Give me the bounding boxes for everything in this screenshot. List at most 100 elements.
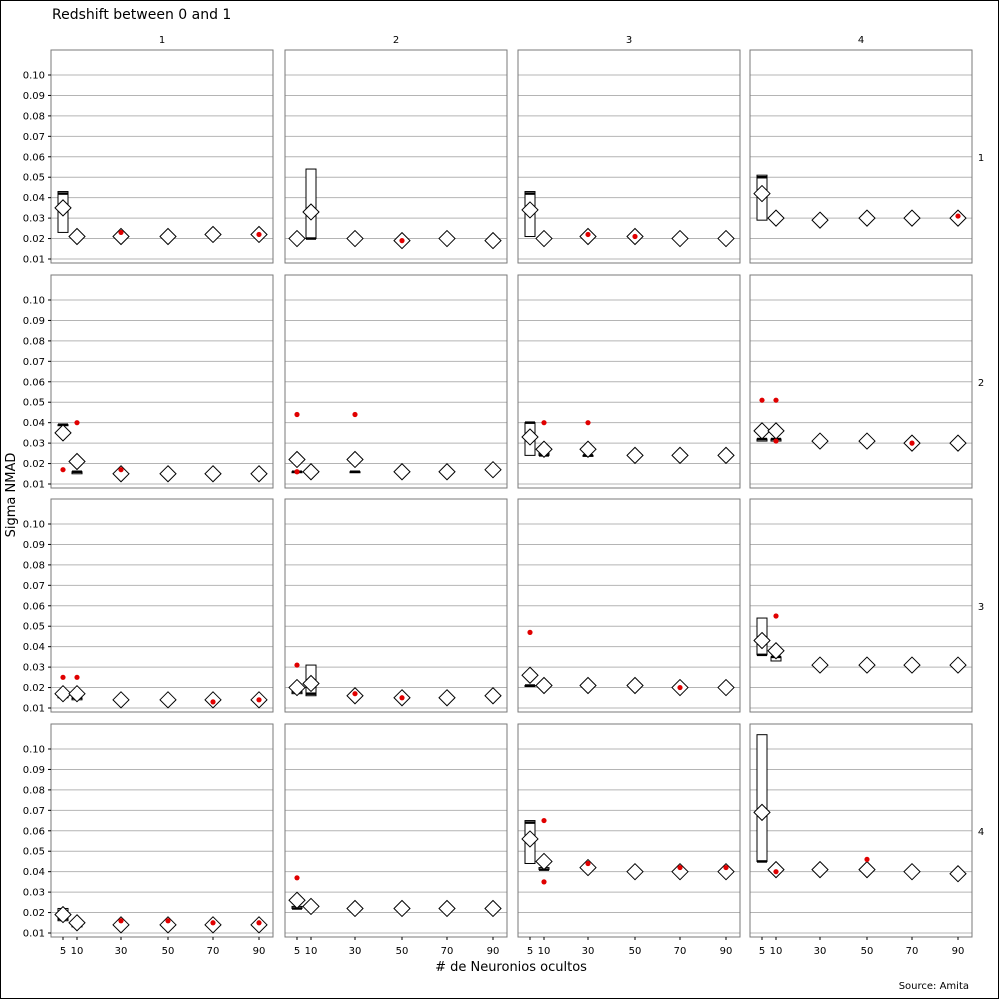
mean-marker [521,830,539,848]
mean-marker [626,446,644,465]
y-tick-label: 0.09 [23,91,45,102]
x-tick-label: 90 [952,946,965,957]
mean-marker [753,631,771,650]
mean-marker [54,199,72,217]
panel-3-2 [284,498,508,713]
mean-marker [903,656,921,674]
outlier-point [773,397,779,403]
y-tick-label: 0.01 [23,704,45,715]
outlier-point [256,920,262,926]
mean-marker [579,676,597,695]
mean-marker [671,229,689,248]
mean-marker [811,432,829,450]
outlier-point [74,420,80,426]
y-tick-label: 0.04 [23,867,45,878]
y-tick-label: 0.05 [23,398,45,409]
outlier-point [541,817,547,824]
column-strip-label: 3 [626,35,632,46]
y-tick-label: 0.06 [23,377,45,388]
row-strip-label: 3 [978,602,984,613]
y-tick-label: 0.08 [23,111,45,122]
outlier-point [677,684,683,691]
outlier-point [399,695,405,701]
mean-marker [288,891,306,909]
y-tick-label: 0.02 [23,908,45,919]
panel-4-2: 5 10 30 50 70 90 [284,723,508,957]
y-tick-label: 0.05 [23,173,45,184]
panel-border [284,274,508,489]
y-tick-label: 0.10 [23,520,45,531]
row-strip-label: 1 [978,153,984,164]
y-tick-label: 0.02 [23,459,45,470]
outlier-point [60,467,66,473]
mean-marker [484,687,502,705]
outlier-point [352,691,358,697]
outlier-point [352,411,358,418]
x-tick-label: 10 [305,946,318,957]
outlier-point [256,231,262,238]
mean-marker [949,656,967,674]
y-tick-label: 0.05 [23,847,45,858]
mean-marker [112,465,130,483]
panel-2-4 [749,274,973,489]
x-tick-label: 30 [115,946,128,957]
y-tick-label: 0.08 [23,336,45,347]
outlier-point [74,674,80,680]
mean-marker [159,465,177,483]
x-tick-label: 5 [527,946,533,957]
mean-marker [767,422,785,440]
y-tick-label: 0.02 [23,683,45,694]
panel-border [517,498,741,713]
y-tick-label: 0.09 [23,540,45,551]
mean-marker [858,432,876,450]
mean-marker [626,862,644,881]
mean-marker [949,434,967,452]
y-tick-label: 0.03 [23,214,45,225]
outlier-point [909,440,915,446]
x-axis-label: # de Neuronios ocultos [435,960,587,975]
mean-marker [579,440,597,458]
mean-marker [438,689,456,707]
y-tick-label: 0.06 [23,152,45,163]
outlier-point [585,860,591,867]
mean-marker [903,209,921,227]
outlier-point [294,662,300,668]
panel-border [517,274,741,489]
panel-1-3 [517,49,741,264]
mean-marker [204,225,222,244]
outlier-point [210,699,216,705]
y-tick-label: 0.09 [23,765,45,776]
x-tick-label: 90 [487,946,500,957]
outlier-point [165,918,171,924]
mean-marker [484,899,502,918]
x-tick-label: 5 [759,946,765,957]
x-tick-label: 50 [629,946,642,957]
mean-marker [54,684,72,703]
column-strip-label: 2 [393,35,399,46]
mean-marker [302,203,320,221]
outlier-point [677,864,683,871]
y-tick-label: 0.10 [23,71,45,82]
y-tick-label: 0.03 [23,439,45,450]
outlier-point [118,918,124,924]
panel-2-2 [284,274,508,489]
column-strip-label: 1 [159,35,165,46]
outlier-point [585,420,591,426]
box [756,734,768,862]
mean-marker [949,865,967,883]
x-tick-label: 10 [71,946,84,957]
mean-marker [535,852,553,871]
mean-marker [671,446,689,465]
x-tick-label: 30 [349,946,362,957]
mean-marker [54,424,72,442]
mean-marker [54,905,72,924]
x-tick-label: 90 [253,946,266,957]
outlier-point [294,875,300,881]
mean-marker [767,209,785,227]
outlier-point [723,864,729,871]
x-tick-label: 50 [162,946,175,957]
panel-border [284,723,508,938]
outlier-point [118,467,124,473]
y-tick-label: 0.04 [23,193,45,204]
mean-marker [579,858,597,877]
